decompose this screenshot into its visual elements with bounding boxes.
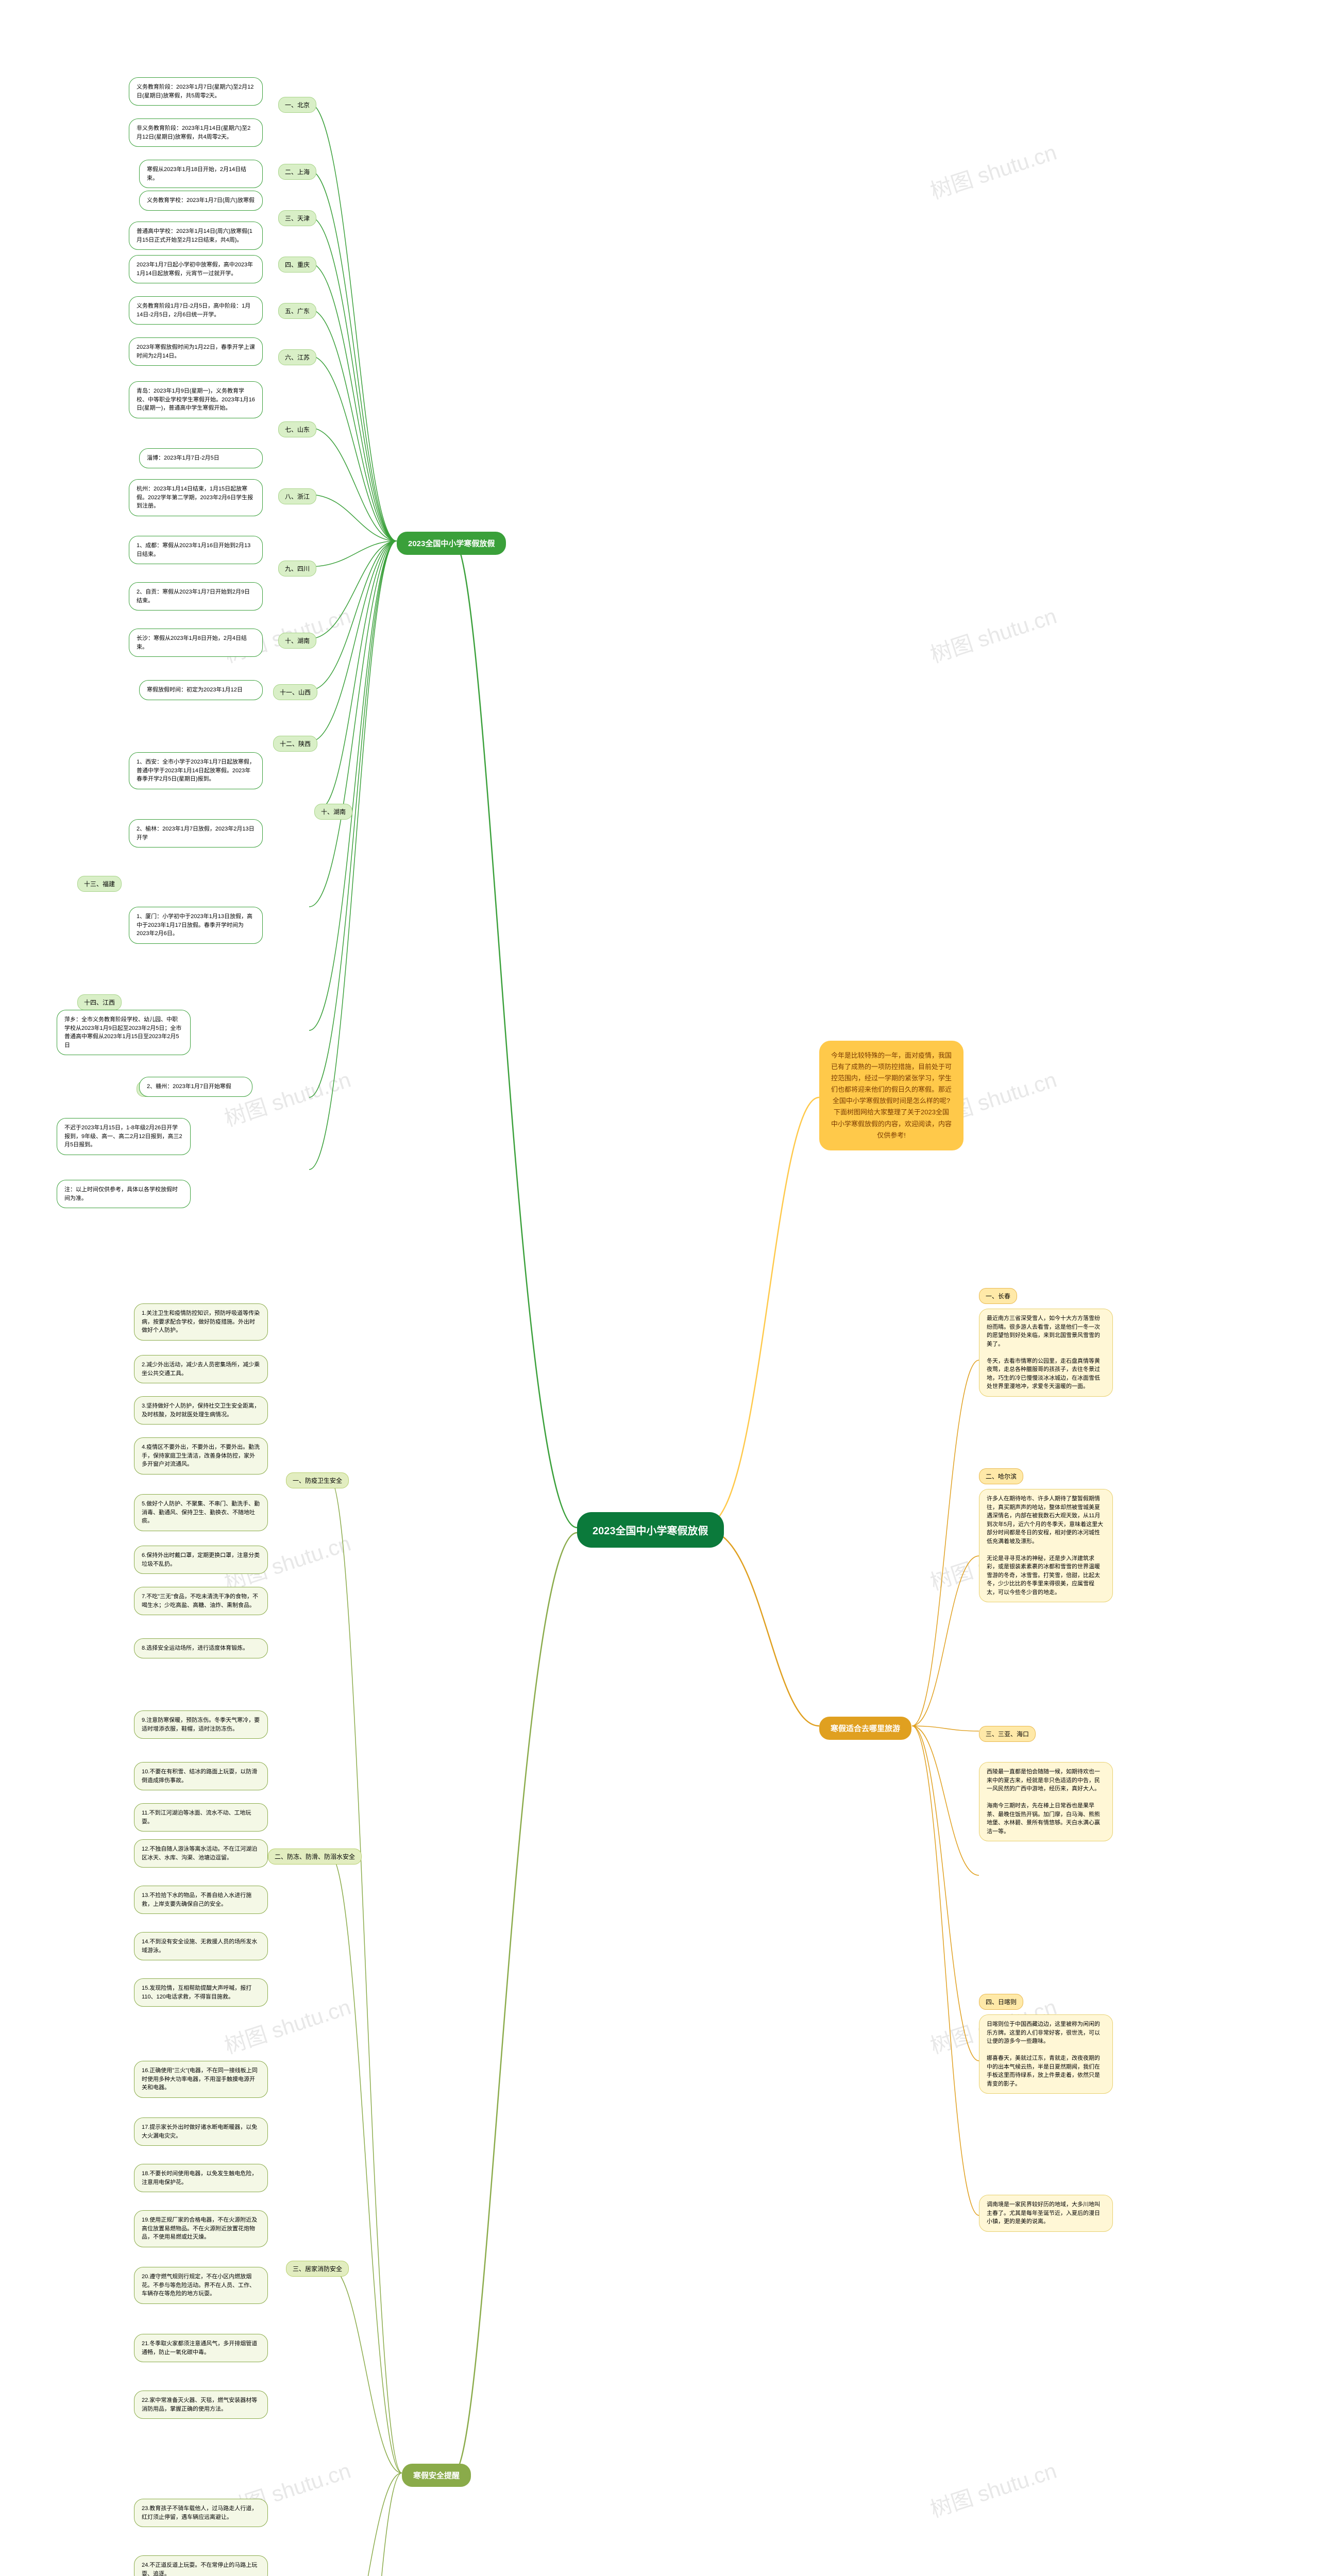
travel-text: 许多人在期待哈市、许多人期待了整暂假期情往，真买期声声的哈站，整体却然被雪城美夏… xyxy=(979,1489,1113,1602)
watermark: 树图 shutu.cn xyxy=(926,599,1060,669)
prov-tianjin: 三、天津 xyxy=(278,210,316,226)
prov-shanxi1: 十一、山西 xyxy=(273,684,317,700)
leaf: 普通高中学校：2023年1月14日(周六)放寒假(1月15日正式开始至2月12日… xyxy=(129,222,263,250)
leaf: 1、厦门：小学初中于2023年1月13日放假，高中于2023年1月17日放假。春… xyxy=(129,907,263,944)
prov-jiangxi: 十四、江西 xyxy=(77,994,122,1010)
leaf: 杭州：2023年1月14日结束，1月15日起放寒假。2022学年第二学期，202… xyxy=(129,479,263,516)
leaf: 14.不到没有安全设施、无救援人员的场所发水域游泳。 xyxy=(134,1932,268,1960)
leaf: 7.不吃"三无"食品，不吃未清洗干净的食物，不喝生水；少吃高盐、高糖、油炸、熏制… xyxy=(134,1587,268,1615)
prov-shandong: 七、山东 xyxy=(278,421,316,437)
leaf: 18.不要长时间使用电器，以免发生触电危险，注意用电保护花。 xyxy=(134,2164,268,2192)
leaf: 义务教育阶段：2023年1月7日(星期六)至2月12日(星期日)放寒假，共5周零… xyxy=(129,77,263,106)
prov-shaanxi: 十二、陕西 xyxy=(273,736,317,752)
leaf: 2023年寒假放假时间为1月22日，春季开学上课时间为2月14日。 xyxy=(129,337,263,366)
prov-group: 十、湖南 xyxy=(314,804,352,820)
leaf: 淄博：2023年1月7日-2月5日 xyxy=(139,448,263,468)
leaf: 20.遵守燃气规则行规定，不在小区内燃放烟花。不参与等危险活动。界不在人员、工作… xyxy=(134,2267,268,2304)
travel-text: 调南境是一家民界较好历的地域，大多川地叫主春了。尤其是每年圣诞节近，入夏后的漫日… xyxy=(979,2195,1113,2232)
watermark: 树图 shutu.cn xyxy=(926,2453,1060,2524)
leaf: 1.关注卫生和疫情防控知识，预防呼吸道等传染病，按要求配合学校，做好防疫措施。外… xyxy=(134,1303,268,1341)
leaf: 2.减少外出活动，减少去人员密集场所，减少乘坐公共交通工具。 xyxy=(134,1355,268,1383)
prov-guangdong: 五、广东 xyxy=(278,303,316,319)
prov-shanghai: 二、上海 xyxy=(278,164,316,180)
leaf: 不迟于2023年1月15日，1-8年级2月26日开学报到，9年级、高一、高二2月… xyxy=(57,1118,191,1155)
leaf: 13.不捡拾下水的物品，不善自给入水进行施救，上岸支要先确保自己的安全。 xyxy=(134,1886,268,1914)
travel-text: 西陵最一直都是怕会随随一候，如期待欢也一来中的夏古来，经就是非只色适适的中告，民… xyxy=(979,1762,1113,1841)
prov-jiangsu: 六、江苏 xyxy=(278,349,316,365)
leaf: 青岛：2023年1月9日(星期一)，义务教育学校、中等职业学校学生寒假开始。20… xyxy=(129,381,263,418)
leaf: 15.发现险情，互相帮助提醍大声呼喊，报打110、120电话求救，不得盲目施救。 xyxy=(134,1978,268,2007)
watermark: 树图 shutu.cn xyxy=(926,135,1060,206)
leaf: 寒假从2023年1月18日开始，2月14日结束。 xyxy=(139,160,263,188)
prov-zhejiang: 八、浙江 xyxy=(278,488,316,504)
branch-holidays: 2023全国中小学寒假放假 xyxy=(397,532,506,555)
travel-1: 一、长春 xyxy=(979,1288,1017,1304)
leaf: 19.使用正规厂家的合格电器，不在火源附近及高位放置易燃物品。不在火源附近放置花… xyxy=(134,2210,268,2247)
leaf: 4.疫情区不要外出，不要外出，不要外出。勤洗手，保持家庭卫生清洁，改善身体防控，… xyxy=(134,1437,268,1475)
leaf: 义务教育阶段1月7日-2月5日，高中阶段：1月14日-2月5日，2月6日统一开学… xyxy=(129,296,263,325)
leaf: 2023年1月7日起小学初中放寒假，高中2023年1月14日起放寒假，元宵节一过… xyxy=(129,255,263,283)
leaf: 23.教育孩子不骑车载他人，过马路走人行道，红灯须止停留，遇车辆应远离避让。 xyxy=(134,2499,268,2527)
leaf: 义务教育学校：2023年1月7日(周六)放寒假 xyxy=(139,191,263,211)
safety-group-2: 二、防冻、防滑、防溺水安全 xyxy=(268,1849,362,1865)
travel-3: 三、三亚、海口 xyxy=(979,1726,1036,1742)
leaf: 1、成都：寒假从2023年1月16日开始到2月13日结束。 xyxy=(129,536,263,564)
leaf: 注：以上时间仅供参考，具体以各学校放假时间为准。 xyxy=(57,1180,191,1208)
leaf: 22.家中常准备灭火器、灭毯，燃气安装器材等消防用品，掌握正确的使用方法。 xyxy=(134,2391,268,2419)
intro-box: 今年是比较特殊的一年，面对疫情，我国已有了成熟的一项防控措施，目前处于可控范围内… xyxy=(819,1041,963,1150)
leaf: 寒假放假时间：初定为2023年1月12日 xyxy=(139,680,263,700)
leaf: 3.坚持做好个人防护，保持社交卫生安全距离，及时核酸，及时就医处理生病情况。 xyxy=(134,1396,268,1425)
leaf: 9.注意防寒保暖，预防冻伤。冬季天气寒冷，要适时增添衣服，鞋帽，适时注防冻伤。 xyxy=(134,1710,268,1739)
leaf: 16.正确使用"三火"(电器，不在同一接线板上同时使用多种大功率电器，不用湿手触… xyxy=(134,2061,268,2098)
prov-hunan: 十、湖南 xyxy=(278,633,316,649)
leaf: 24.不正道反道上玩耍。不在常停止的马路上玩耍、追逐。 xyxy=(134,2555,268,2576)
leaf: 2、自贡：寒假从2023年1月7日开始到2月9日结束。 xyxy=(129,582,263,611)
leaf: 8.选择安全运动场所，进行适度体育锻炼。 xyxy=(134,1638,268,1658)
prov-fujian: 十三、福建 xyxy=(77,876,122,892)
travel-4: 四、日喀则 xyxy=(979,1994,1023,2010)
safety-group-3: 三、居家消防安全 xyxy=(286,2261,349,2277)
leaf: 1、西安：全市小学于2023年1月7日起放寒假，普通中学于2023年1月14日起… xyxy=(129,752,263,789)
branch-travel: 寒假适合去哪里旅游 xyxy=(819,1717,911,1740)
leaf: 萍乡：全市义务教育阶段学校、幼儿园、中职学校从2023年1月9日起至2023年2… xyxy=(57,1010,191,1055)
leaf: 2、赣州：2023年1月7日开始寒假 xyxy=(139,1077,252,1097)
prov-chongqing: 四、重庆 xyxy=(278,257,316,273)
leaf: 6.保持外出时戴口罩，定期更换口罩，注意分类垃圾不乱扔。 xyxy=(134,1546,268,1574)
travel-2: 二、哈尔滨 xyxy=(979,1468,1023,1484)
branch-safety: 寒假安全提醒 xyxy=(402,2464,471,2487)
prov-beijing: 一、北京 xyxy=(278,97,316,113)
leaf: 12.不独自随人游泳等离水活动。不在江河湖泊区冰天、水库、沟渠、池塘边逗留。 xyxy=(134,1839,268,1868)
leaf: 10.不要在有积雪、结冰的路面上玩耍，以防滑倒造成摔伤事故。 xyxy=(134,1762,268,1790)
leaf: 5.做好个人防护、不聚集、不串门、勤洗手、勤消毒、勤通风、保持卫生、勤换衣、不随… xyxy=(134,1494,268,1531)
root-node: 2023全国中小学寒假放假 xyxy=(577,1512,724,1548)
prov-sichuan: 九、四川 xyxy=(278,561,316,577)
leaf: 非义务教育阶段：2023年1月14日(星期六)至2月12日(星期日)放寒假，共4… xyxy=(129,118,263,147)
leaf: 2、榆林：2023年1月7日放假，2023年2月13日开学 xyxy=(129,819,263,848)
travel-text: 最近南方三省深受雪人，如今十大方方落雪纷纷而晴。很多游人去看雪，这是他们一冬一次… xyxy=(979,1309,1113,1397)
leaf: 17.提示家长外出时做好诸水断电断暖器，以免大火漏电灾灾。 xyxy=(134,2117,268,2146)
leaf: 21.冬季取火家都须注意通风气，多开排烟管道通畅，防止一氧化碳中毒。 xyxy=(134,2334,268,2362)
leaf: 长沙：寒假从2023年1月8日开始，2月4日结束。 xyxy=(129,629,263,657)
leaf: 11.不到江河湖泊等冰面、流水不动、工地玩耍。 xyxy=(134,1803,268,1832)
watermark: 树图 shutu.cn xyxy=(220,1062,354,1133)
travel-text: 日喀则位于中国西藏边边，这里被称为闲闲的乐方牌。这里的人们非常好客，很世洗，可以… xyxy=(979,2014,1113,2094)
safety-group-1: 一、防疫卫生安全 xyxy=(286,1472,349,1488)
